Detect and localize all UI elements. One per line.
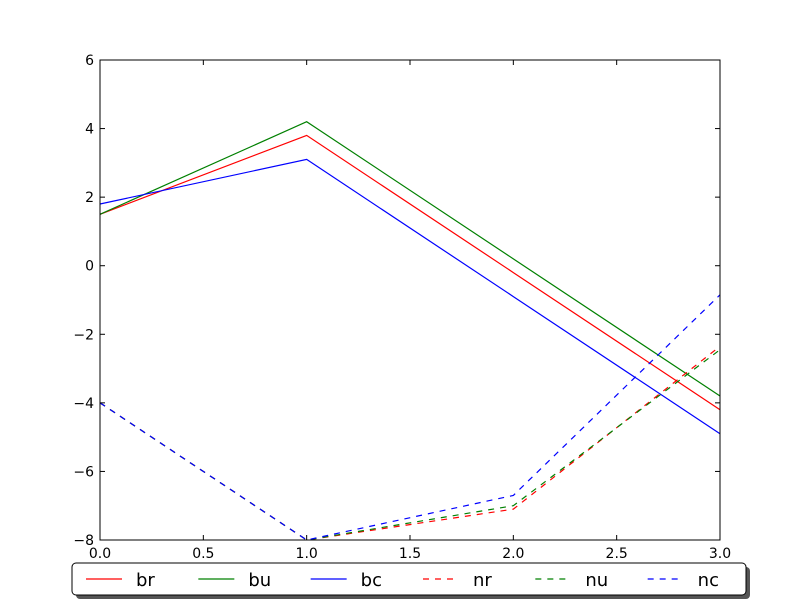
legend: br bu bc nr nu nc (71, 562, 750, 599)
series-line-bc (99, 158, 721, 435)
series-layer (99, 121, 721, 541)
legend-label-nc: nc (698, 570, 719, 591)
y-tick-label: 4 (85, 122, 94, 138)
y-tick-label: −6 (73, 464, 94, 480)
legend-label-bc: bc (361, 570, 382, 591)
x-tick-label: 1.0 (296, 546, 318, 562)
y-tick-label: −8 (73, 533, 94, 549)
ticks-layer: 0.0 0.5 1.0 1.5 2.0 2.5 3.0 −8 −6 −4 −2 0 2 4 6 (73, 53, 731, 562)
series-line-nc (99, 294, 721, 541)
legend-label-nu: nu (585, 570, 608, 591)
x-tick-label: 2.0 (502, 546, 524, 562)
x-tick-label: 1.5 (399, 546, 421, 562)
legend-label-bu: bu (248, 570, 271, 591)
legend-label-nr: nr (473, 570, 492, 591)
legend-items: br bu bc nr nu nc (86, 570, 719, 591)
x-tick-label: 0.0 (89, 546, 111, 562)
series-line-br (99, 134, 721, 411)
series-line-bu (99, 121, 721, 397)
y-tick-label: 0 (85, 259, 94, 275)
x-tick-label: 0.5 (192, 546, 214, 562)
series-line-nr (99, 345, 721, 541)
plot-frame (99, 59, 721, 541)
y-tick-label: 2 (85, 190, 94, 206)
legend-box (71, 562, 747, 596)
x-tick-label: 2.5 (606, 546, 628, 562)
x-tick-label: 3.0 (709, 546, 731, 562)
series-line-nu (99, 349, 721, 541)
y-tick-label: −2 (73, 327, 94, 343)
y-tick-label: −4 (73, 396, 94, 412)
legend-label-br: br (136, 570, 155, 591)
y-tick-label: 6 (85, 53, 94, 69)
